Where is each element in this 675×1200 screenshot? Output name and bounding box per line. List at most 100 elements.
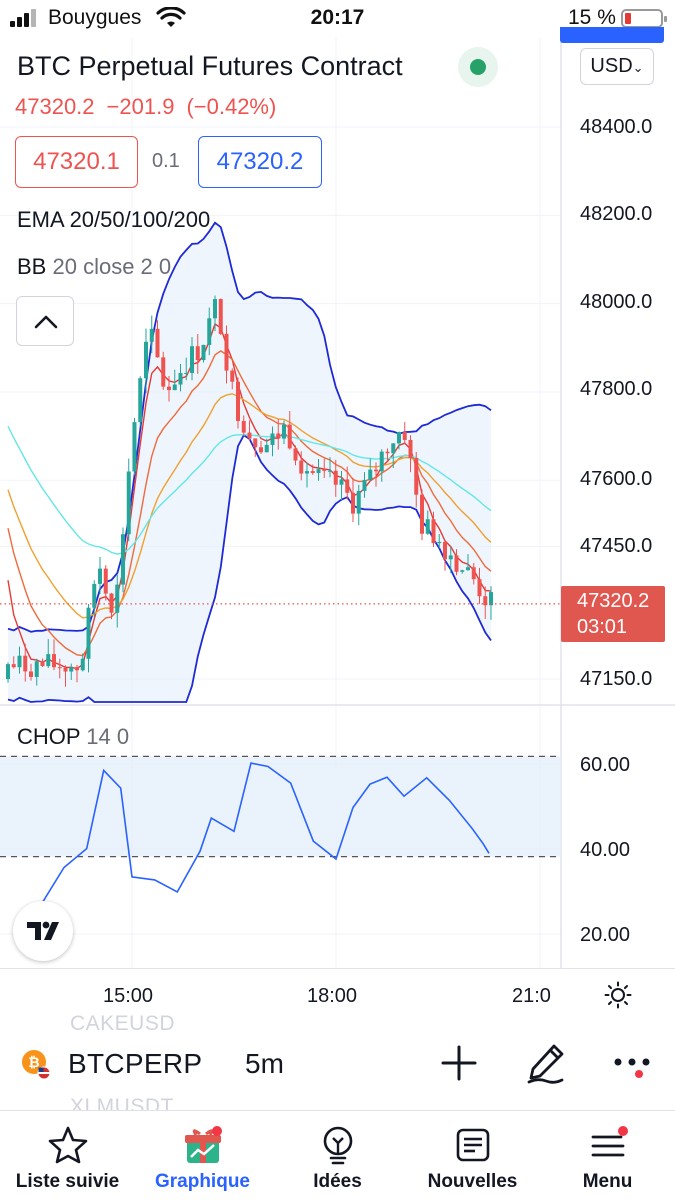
candle-body xyxy=(362,479,367,491)
candle-body xyxy=(190,346,194,373)
nav-label: Menu xyxy=(582,1171,633,1192)
price-tick: 48000.0 xyxy=(580,291,653,313)
candle-body xyxy=(402,432,407,440)
candle-body xyxy=(454,555,459,572)
candle-body xyxy=(333,470,338,485)
star-icon xyxy=(48,1126,87,1164)
candle-body xyxy=(264,444,269,453)
candle-body xyxy=(201,344,206,361)
chop-band-fill xyxy=(0,756,561,857)
candle-body xyxy=(305,471,309,474)
candle-body xyxy=(282,424,286,439)
bb-params: 20 close 2 0 xyxy=(52,254,172,279)
add-indicator-icon[interactable] xyxy=(440,1044,478,1082)
candle-body xyxy=(276,433,281,439)
time-tick: 21:0 xyxy=(512,985,551,1007)
collapse-legend-button[interactable] xyxy=(16,296,74,346)
bb-name: BB xyxy=(17,254,47,279)
candle-body xyxy=(241,420,246,433)
drawing-tools-icon[interactable] xyxy=(526,1042,566,1084)
candle-body xyxy=(443,541,447,560)
battery-percent: 15 % xyxy=(568,6,616,29)
settings-sun-icon[interactable] xyxy=(604,981,632,1009)
candle-body xyxy=(420,494,424,534)
candle-body xyxy=(138,378,143,423)
candle-body xyxy=(17,655,22,668)
candle-body xyxy=(431,519,436,544)
interval-selector[interactable]: 5m xyxy=(245,1048,284,1079)
candle-body xyxy=(40,661,45,667)
watchlist-ghost-above: CAKEUSD xyxy=(70,1012,176,1035)
price-scale-marker xyxy=(560,27,664,43)
ema-indicator-label[interactable]: EMA 20/50/100/200 xyxy=(17,207,211,232)
gift-chart-icon xyxy=(184,1126,222,1163)
bottom-nav: Liste suivie Graphique Idées Nouvelles xyxy=(0,1110,675,1200)
candle-body xyxy=(351,492,355,514)
currency-selector[interactable]: USD⌄ xyxy=(580,48,654,85)
candle-body xyxy=(448,555,453,560)
nav-watchlist[interactable]: Liste suivie xyxy=(0,1111,135,1200)
chop-tick: 40.00 xyxy=(580,839,631,861)
candle-body xyxy=(75,667,79,671)
lightbulb-icon xyxy=(323,1126,352,1165)
candle-body xyxy=(29,671,33,677)
candle-body xyxy=(385,451,390,454)
carrier-name: Bouygues xyxy=(48,6,142,29)
bb-indicator-label[interactable]: BB 20 close 2 0 xyxy=(17,254,171,280)
time-axis[interactable]: 15:00 18:00 21:0 xyxy=(0,968,675,1020)
candle-body xyxy=(57,667,62,669)
more-options-icon[interactable] xyxy=(612,1056,652,1080)
candle-body xyxy=(247,432,252,439)
chevron-down-icon: ⌄ xyxy=(632,60,644,75)
chart-canvas[interactable] xyxy=(0,0,675,968)
candle-body xyxy=(161,357,166,387)
candle-body xyxy=(236,381,240,421)
hamburger-menu-icon xyxy=(591,1126,628,1157)
battery-icon xyxy=(621,9,667,28)
candle-body xyxy=(126,471,131,535)
time-tick: 15:00 xyxy=(103,985,154,1007)
candle-body xyxy=(374,469,378,472)
candle-body xyxy=(6,664,10,679)
candle-body xyxy=(414,458,419,495)
candle-body xyxy=(397,432,401,444)
candle-body xyxy=(218,299,223,334)
market-open-icon xyxy=(470,59,486,75)
symbol-selector[interactable]: BTCPERP xyxy=(68,1048,203,1079)
chop-indicator-label[interactable]: CHOP 14 0 xyxy=(17,724,129,750)
symbol-bar: ₿ BTCPERP 5m xyxy=(0,1030,675,1102)
tradingview-logo-button[interactable] xyxy=(13,901,73,961)
candle-body xyxy=(460,570,465,572)
price-axis[interactable]: 48400.0 48200.0 48000.0 47800.0 47600.0 … xyxy=(561,38,675,968)
candle-body xyxy=(23,655,28,672)
symbol-title[interactable]: BTC Perpetual Futures Contract xyxy=(17,51,403,81)
chop-tick: 20.00 xyxy=(580,924,631,946)
price-tick: 48200.0 xyxy=(580,203,653,225)
sell-button[interactable]: 47320.1 xyxy=(15,136,138,188)
nav-chart[interactable]: Graphique xyxy=(135,1111,270,1200)
candle-body xyxy=(293,448,298,461)
nav-news[interactable]: Nouvelles xyxy=(405,1111,540,1200)
candle-body xyxy=(339,479,344,485)
candle-body xyxy=(471,567,476,580)
candle-body xyxy=(270,433,275,445)
svg-text:₿: ₿ xyxy=(28,1055,39,1071)
candle-body xyxy=(207,318,212,345)
candle-body xyxy=(195,346,200,361)
market-status[interactable] xyxy=(458,47,498,87)
nav-label: Nouvelles xyxy=(427,1171,518,1192)
candle-body xyxy=(172,384,177,391)
candle-body xyxy=(437,541,442,544)
last-price-tag: 47320.2 03:01 xyxy=(561,586,665,642)
chop-tick: 60.00 xyxy=(580,754,631,776)
chevron-up-icon xyxy=(34,315,58,329)
nav-menu[interactable]: Menu xyxy=(540,1111,675,1200)
candle-body xyxy=(391,443,396,454)
tradingview-logo-icon xyxy=(27,921,59,940)
status-bar: Bouygues 20:17 15 % xyxy=(0,0,675,38)
nav-ideas[interactable]: Idées xyxy=(270,1111,405,1200)
price-tick: 47800.0 xyxy=(580,378,653,400)
price-tick: 48400.0 xyxy=(580,116,653,138)
buy-button[interactable]: 47320.2 xyxy=(198,136,322,188)
chop-name: CHOP xyxy=(17,724,81,749)
